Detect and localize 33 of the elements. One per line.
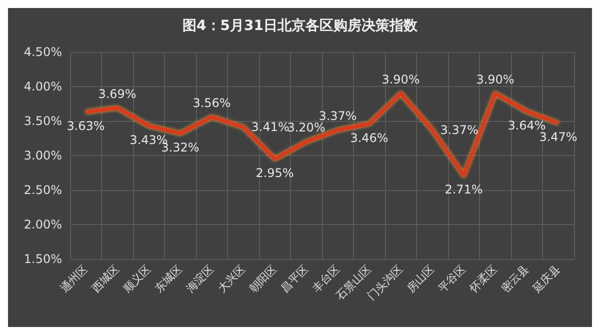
data-label: 3.37% — [440, 122, 478, 137]
data-label: 3.63% — [66, 119, 105, 134]
x-tick-label: 延庆县 — [530, 262, 563, 296]
x-tick-label: 东城区 — [152, 262, 185, 295]
x-tick-label: 房山区 — [404, 262, 437, 295]
data-label: 3.37% — [318, 108, 357, 123]
x-tick-label: 密云县 — [498, 262, 532, 295]
y-tick-label: 2.00% — [24, 218, 62, 232]
x-tick-label: 怀柔区 — [466, 262, 500, 296]
y-tick-label: 2.50% — [24, 183, 62, 197]
x-tick-label: 海淀区 — [184, 262, 216, 295]
y-tick-label: 4.00% — [24, 80, 62, 94]
data-label: 3.64% — [508, 118, 546, 132]
data-label: 3.69% — [98, 86, 136, 101]
x-tick-label: 大兴区 — [215, 262, 248, 295]
x-tick-label: 昌平区 — [278, 262, 311, 295]
y-tick-label: 3.00% — [24, 148, 62, 162]
x-tick-label: 西城区 — [89, 262, 122, 295]
data-label: 3.20% — [287, 120, 326, 135]
chart-title: 图4：5月31日北京各区购房决策指数 — [182, 17, 418, 34]
y-tick-label: 4.50% — [24, 45, 62, 59]
y-tick-label: 3.50% — [24, 114, 62, 128]
x-tick-label: 朝阳区 — [246, 262, 280, 295]
data-label: 3.90% — [382, 72, 420, 86]
data-label: 3.47% — [539, 130, 578, 144]
data-label: 3.90% — [476, 72, 514, 86]
x-tick-label: 平谷区 — [436, 262, 468, 295]
data-label: 2.95% — [256, 166, 294, 180]
x-tick-label: 顺义区 — [120, 262, 154, 295]
data-label: 3.56% — [192, 96, 231, 110]
data-label: 3.41% — [251, 120, 290, 134]
data-label: 2.71% — [444, 182, 483, 197]
data-label: 3.46% — [350, 130, 388, 145]
